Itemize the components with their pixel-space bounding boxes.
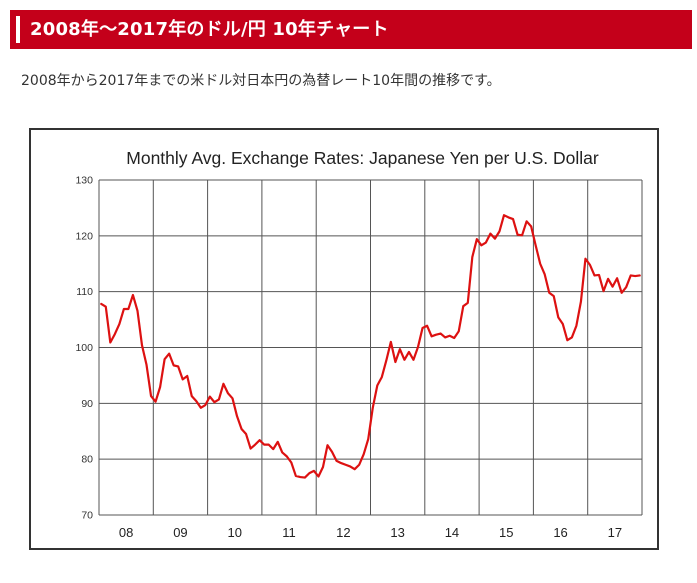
x-tick-label: 11	[282, 525, 296, 540]
x-tick-label: 08	[119, 525, 133, 540]
x-tick-label: 16	[553, 525, 567, 540]
series-line	[100, 214, 641, 479]
x-tick-label: 13	[390, 525, 404, 540]
exchange-rate-chart: Monthly Avg. Exchange Rates: Japanese Ye…	[75, 148, 643, 540]
y-tick-label: 80	[81, 454, 93, 466]
y-tick-label: 120	[75, 230, 93, 242]
x-tick-label: 10	[228, 525, 242, 540]
x-tick-label: 09	[173, 525, 187, 540]
y-tick-label: 110	[76, 286, 93, 298]
y-tick-label: 90	[81, 398, 93, 410]
y-tick-label: 70	[81, 510, 93, 522]
x-tick-label: 15	[499, 525, 513, 540]
section-header: 2008年〜2017年のドル/円 10年チャート	[10, 10, 692, 49]
header-accent-bar	[16, 16, 20, 43]
chart-title: Monthly Avg. Exchange Rates: Japanese Ye…	[126, 148, 599, 168]
x-tick-label: 14	[445, 525, 459, 540]
y-tick-label: 100	[75, 342, 93, 354]
x-tick-label: 12	[336, 525, 350, 540]
chart-frame: Monthly Avg. Exchange Rates: Japanese Ye…	[29, 128, 659, 550]
section-title: 2008年〜2017年のドル/円 10年チャート	[30, 19, 389, 40]
y-tick-label: 130	[75, 175, 93, 187]
x-tick-label: 17	[608, 525, 622, 540]
intro-text: 2008年から2017年までの米ドル対日本円の為替レート10年間の推移です。	[21, 73, 501, 89]
